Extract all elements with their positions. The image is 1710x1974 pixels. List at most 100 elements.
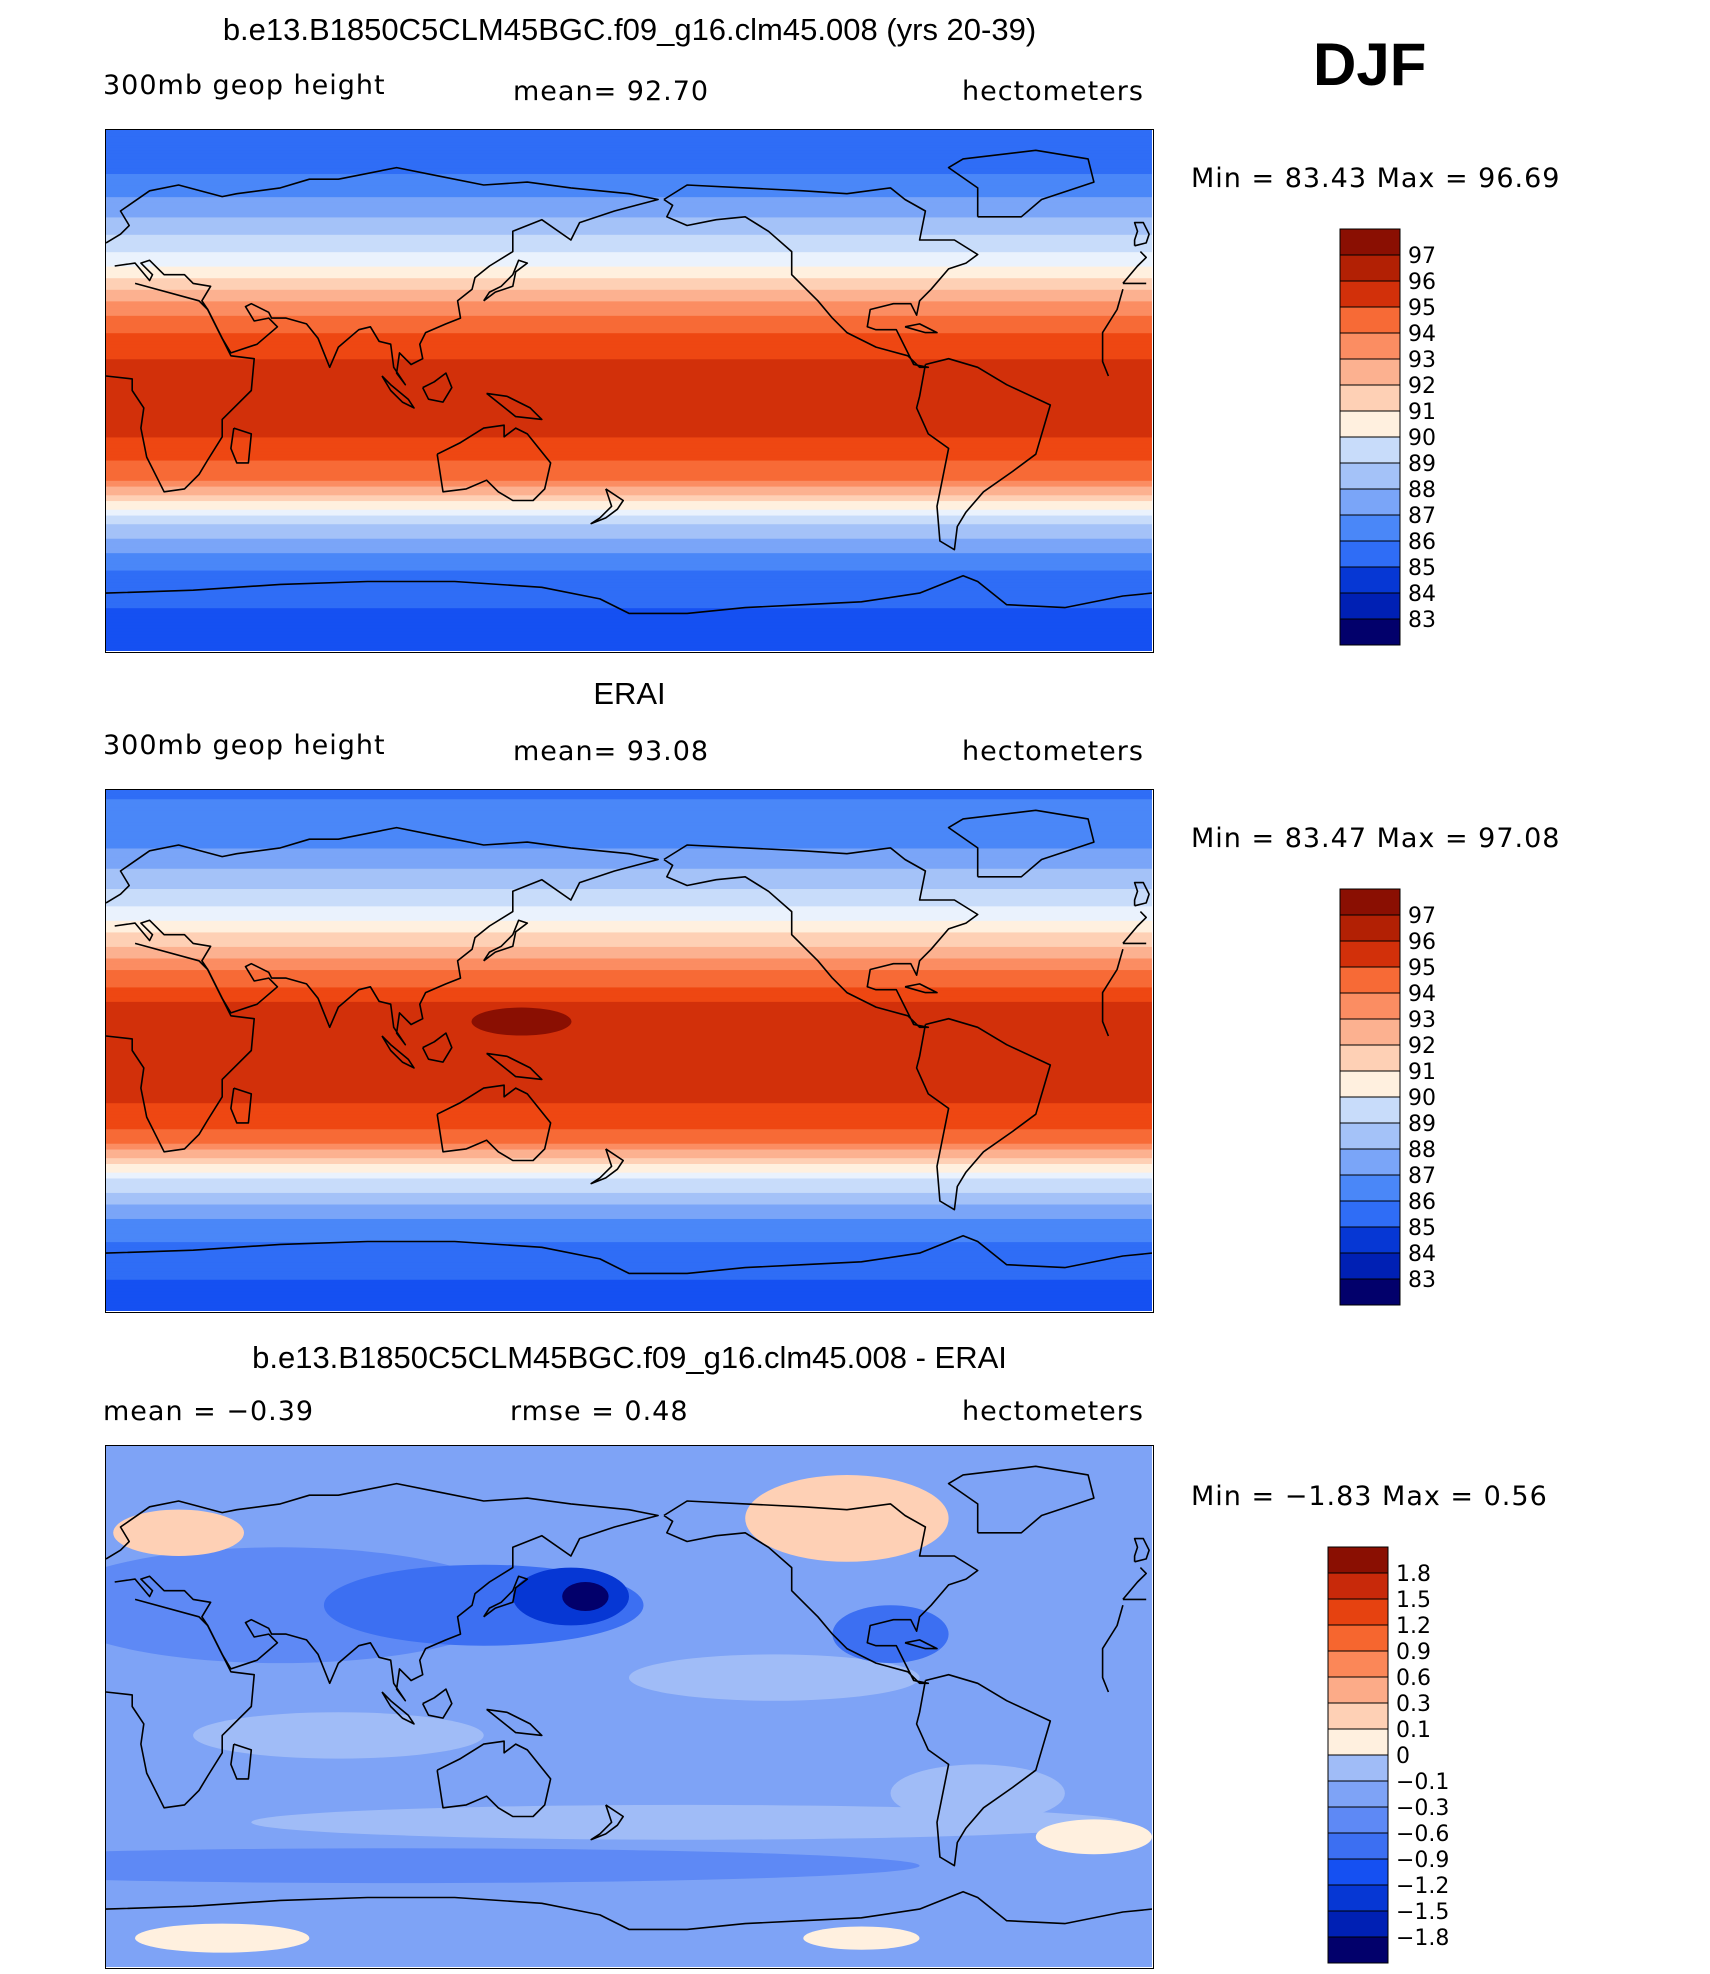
contour-band (106, 1117, 1152, 1121)
anomaly-region (106, 1848, 920, 1884)
contour-band (106, 268, 1152, 273)
colorbar-tick-label: 1.2 (1396, 1614, 1431, 1639)
contour-band (106, 610, 1152, 614)
contour-band (106, 1195, 1152, 1199)
contour-band (106, 624, 1152, 629)
contour-band (106, 526, 1152, 531)
colorbar-tick-label: 88 (1408, 478, 1436, 503)
panel-1-title: b.e13.B1850C5CLM45BGC.f09_g16.clm45.008 … (222, 12, 1037, 47)
colorbar-tick-label: 87 (1408, 1164, 1436, 1189)
colorbar-box (1327, 1702, 1389, 1730)
contour-band (106, 966, 1152, 971)
colorbar-tick-label: 88 (1408, 1138, 1436, 1163)
contour-band (106, 587, 1152, 591)
contour-band (106, 184, 1152, 189)
panel-1-min-max: Min = 83.43 Max = 96.69 (1191, 163, 1561, 194)
contour-band (106, 572, 1152, 577)
coastline-segment (904, 323, 938, 334)
coastline-segment (230, 1743, 253, 1780)
contour-band (106, 836, 1152, 840)
coastline-segment (230, 427, 253, 464)
contour-band (106, 150, 1152, 154)
contour-band (106, 810, 1152, 814)
coastline-segment (106, 1890, 1152, 1931)
contour-band (106, 355, 1152, 360)
contour-band (106, 309, 1152, 313)
contour-band (106, 176, 1152, 180)
colorbar-box (1339, 540, 1401, 568)
contour-band (106, 312, 1152, 316)
contour-band (106, 254, 1152, 258)
contour-band (106, 459, 1152, 464)
contour-band (106, 564, 1152, 568)
contour-band (106, 1264, 1152, 1269)
contour-band (106, 231, 1152, 235)
contour-band (106, 329, 1152, 334)
contour-band (106, 1036, 1152, 1040)
contour-band (106, 164, 1152, 169)
contour-band (106, 1192, 1152, 1196)
contour-band (106, 1076, 1152, 1081)
contour-band (106, 306, 1152, 311)
contour-band (106, 1128, 1152, 1133)
colorbar-tick-label: 89 (1408, 452, 1436, 477)
contour-band (106, 1308, 1152, 1311)
contour-band (106, 844, 1152, 849)
colorbar-tick-label: −1.5 (1396, 1900, 1449, 1925)
contour-band (106, 277, 1152, 282)
coastline-segment (486, 392, 543, 421)
panel-3-min-max: Min = −1.83 Max = 0.56 (1191, 1481, 1548, 1512)
contour-band (106, 193, 1152, 198)
contour-band (106, 868, 1152, 872)
contour-band (106, 141, 1152, 146)
contour-band (106, 367, 1152, 371)
contour-band (106, 914, 1152, 918)
contour-band (106, 1146, 1152, 1150)
contour-band (106, 1180, 1152, 1185)
anomaly-region (745, 1475, 949, 1562)
panel-1-colorbar: 97 96 95 94 93 92 91 90 89 88 87 86 85 84 83 (1339, 228, 1480, 646)
contour-band (106, 1007, 1152, 1011)
contour-band (106, 833, 1152, 837)
coastline-segment (421, 1688, 453, 1719)
contour-band (106, 575, 1152, 580)
contour-band (106, 445, 1152, 449)
contour-band (106, 1169, 1152, 1173)
contour-band (106, 506, 1152, 510)
contour-band (106, 821, 1152, 826)
coastline-segment (663, 1500, 979, 1685)
contour-band (106, 578, 1152, 583)
contour-band (106, 850, 1152, 855)
contour-band (106, 926, 1152, 930)
contour-band (106, 190, 1152, 195)
contour-band (106, 433, 1152, 438)
contour-band (106, 179, 1152, 183)
contour-band (106, 199, 1152, 203)
colorbar-tick-label: 85 (1408, 556, 1436, 581)
panel-3-contour-plot (106, 1446, 1152, 1967)
contour-band (106, 1232, 1152, 1237)
colorbar-box (1339, 280, 1401, 308)
contour-band (106, 584, 1152, 588)
anomaly-region (113, 1509, 244, 1556)
coastline-segment (106, 282, 1124, 493)
contour-band (106, 439, 1152, 444)
contour-band (106, 581, 1152, 586)
contour-band (106, 263, 1152, 267)
anomaly-region (629, 1654, 920, 1701)
contour-band (106, 1247, 1152, 1251)
contour-band (106, 1041, 1152, 1046)
contour-band (106, 451, 1152, 455)
colorbar-box (1339, 306, 1401, 334)
contour-band (106, 442, 1152, 447)
colorbar-box (1339, 888, 1401, 916)
contour-band (106, 332, 1152, 337)
contour-band (106, 616, 1152, 620)
coastline-segment (904, 983, 938, 994)
coastline-segment (915, 1673, 1052, 1867)
contour-band (106, 871, 1152, 875)
contour-band (106, 1244, 1152, 1248)
contour-band (106, 604, 1152, 609)
contour-band (106, 257, 1152, 261)
